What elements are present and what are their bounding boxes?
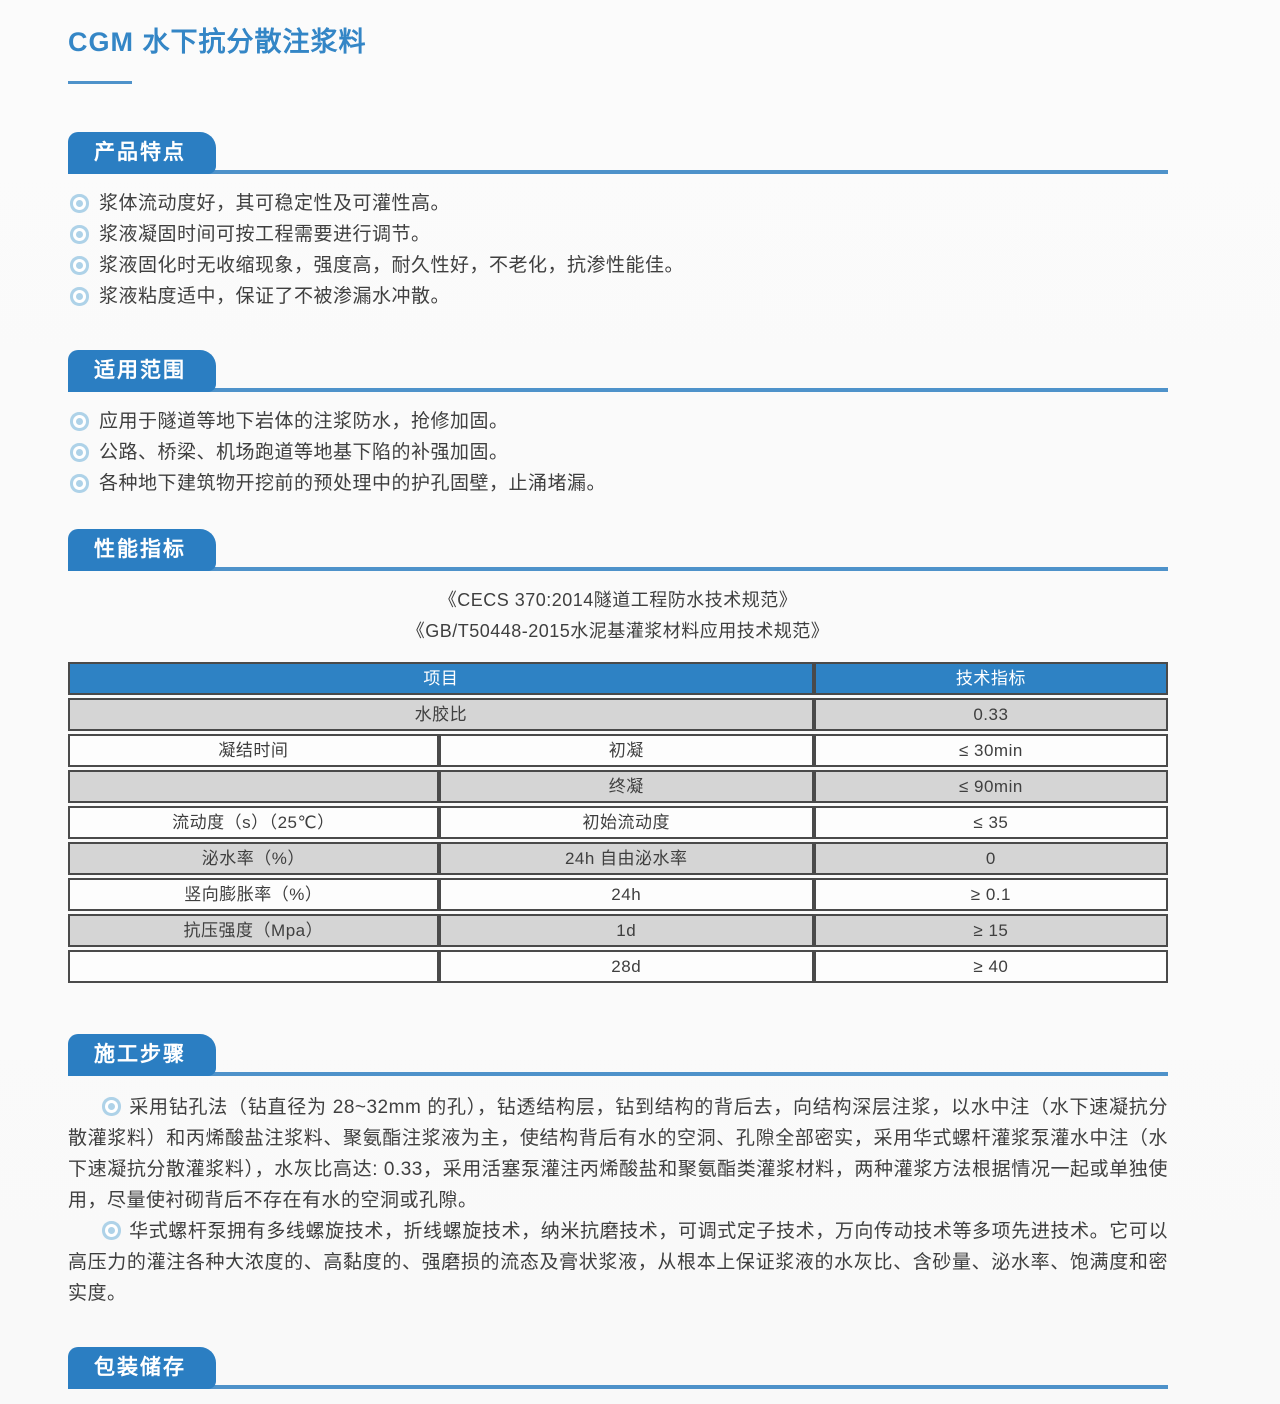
section-packaging: 包装储存 采用内薄膜袋、外复合膜编织袋包装。每袋净含量40kg/袋。 运输和储运… bbox=[68, 1343, 1168, 1404]
spacer bbox=[68, 986, 1168, 1030]
spacer bbox=[68, 84, 1168, 128]
table-cell: 28d bbox=[438, 950, 814, 983]
page-title: CGM 水下抗分散注浆料 bbox=[68, 27, 367, 57]
table-cell: 泌水率（%） bbox=[68, 842, 439, 875]
spacer bbox=[68, 499, 1168, 525]
paragraph-text: 华式螺杆泵拥有多线螺旋技术，折线螺旋技术，纳米抗磨技术，可调式定子技术，万向传动… bbox=[68, 1221, 1168, 1304]
ring-bullet-icon bbox=[76, 200, 83, 207]
ring-bullet-icon bbox=[76, 231, 83, 238]
table-cell: 竖向膨胀率（%） bbox=[68, 878, 439, 911]
section-header: 适用范围 bbox=[68, 346, 1168, 392]
section-heading: 包装储存 bbox=[94, 1356, 186, 1379]
standard-reference: 《CECS 370:2014隧道工程防水技术规范》 bbox=[438, 590, 798, 610]
paragraph: 华式螺杆泵拥有多线螺旋技术，折线螺旋技术，纳米抗磨技术，可调式定子技术，万向传动… bbox=[68, 1216, 1168, 1309]
section-header: 性能指标 bbox=[68, 525, 1168, 571]
list-item-text: 应用于隧道等地下岩体的注浆防水，抢修加固。 bbox=[99, 411, 509, 432]
standards-references: 《CECS 370:2014隧道工程防水技术规范》 《GB/T50448-201… bbox=[68, 585, 1168, 647]
table-cell: 流动度（s）（25℃） bbox=[68, 806, 439, 839]
table-cell: 1d bbox=[438, 914, 814, 947]
table-cell: ≥ 0.1 bbox=[813, 878, 1168, 911]
ring-bullet-icon bbox=[76, 480, 83, 487]
section-performance: 性能指标 《CECS 370:2014隧道工程防水技术规范》 《GB/T5044… bbox=[68, 525, 1168, 986]
table-row: 流动度（s）（25℃） 初始流动度 ≤ 35 bbox=[68, 806, 1168, 839]
table-row: 抗压强度（Mpa） 1d ≥ 15 bbox=[68, 914, 1168, 947]
table-cell: 24h 自由泌水率 bbox=[438, 842, 814, 875]
section-heading: 产品特点 bbox=[94, 141, 186, 164]
section-header: 包装储存 bbox=[68, 1343, 1168, 1389]
scope-list: 应用于隧道等地下岩体的注浆防水，抢修加固。 公路、桥梁、机场跑道等地基下陷的补强… bbox=[68, 406, 1168, 499]
list-item: 浆液固化时无收缩现象，强度高，耐久性好，不老化，抗渗性能佳。 bbox=[68, 250, 1168, 281]
list-item-text: 浆液固化时无收缩现象，强度高，耐久性好，不老化，抗渗性能佳。 bbox=[99, 255, 685, 276]
paragraph: 采用钻孔法（钻直径为 28~32mm 的孔），钻透结构层，钻到结构的背后去，向结… bbox=[68, 1092, 1168, 1216]
standard-reference: 《GB/T50448-2015水泥基灌浆材料应用技术规范》 bbox=[406, 621, 830, 641]
ring-bullet-icon bbox=[108, 1102, 115, 1110]
table-cell: 0.33 bbox=[813, 698, 1168, 731]
table-row: 凝结时间 初凝 ≤ 30min bbox=[68, 734, 1168, 767]
construction-paragraphs: 采用钻孔法（钻直径为 28~32mm 的孔），钻透结构层，钻到结构的背后去，向结… bbox=[68, 1092, 1168, 1309]
section-header: 施工步骤 bbox=[68, 1030, 1168, 1076]
section-heading: 性能指标 bbox=[94, 538, 186, 561]
section-badge: 产品特点 bbox=[68, 132, 216, 174]
list-item: 浆液凝固时间可按工程需要进行调节。 bbox=[68, 219, 1168, 250]
table-cell: 水胶比 bbox=[68, 698, 814, 731]
ring-bullet-icon bbox=[76, 449, 83, 456]
spacer bbox=[68, 1309, 1168, 1343]
performance-table: 项目 技术指标 水胶比 0.33 凝结时间 初凝 ≤ 30min 终凝 ≤ 90… bbox=[68, 659, 1168, 986]
section-badge: 施工步骤 bbox=[68, 1034, 216, 1076]
list-item-text: 公路、桥梁、机场跑道等地基下陷的补强加固。 bbox=[99, 442, 509, 463]
table-row: 终凝 ≤ 90min bbox=[68, 770, 1168, 803]
paragraph-text: 采用钻孔法（钻直径为 28~32mm 的孔），钻透结构层，钻到结构的背后去，向结… bbox=[68, 1097, 1168, 1211]
table-header-cell: 技术指标 bbox=[813, 662, 1168, 695]
list-item-text: 浆液凝固时间可按工程需要进行调节。 bbox=[99, 224, 431, 245]
section-construction: 施工步骤 采用钻孔法（钻直径为 28~32mm 的孔），钻透结构层，钻到结构的背… bbox=[68, 1030, 1168, 1309]
table-cell bbox=[68, 950, 439, 983]
table-row: 水胶比 0.33 bbox=[68, 698, 1168, 731]
table-cell: ≤ 30min bbox=[813, 734, 1168, 767]
features-list: 浆体流动度好，其可稳定性及可灌性高。 浆液凝固时间可按工程需要进行调节。 浆液固… bbox=[68, 188, 1168, 312]
list-item: 各种地下建筑物开挖前的预处理中的护孔固壁，止涌堵漏。 bbox=[68, 468, 1168, 499]
table-cell: 凝结时间 bbox=[68, 734, 439, 767]
ring-bullet-icon bbox=[76, 418, 83, 425]
list-item: 应用于隧道等地下岩体的注浆防水，抢修加固。 bbox=[68, 406, 1168, 437]
table-cell: 初凝 bbox=[438, 734, 814, 767]
table-header-cell: 项目 bbox=[68, 662, 814, 695]
list-item: 浆体流动度好，其可稳定性及可灌性高。 bbox=[68, 188, 1168, 219]
table-cell: 0 bbox=[813, 842, 1168, 875]
list-item: 公路、桥梁、机场跑道等地基下陷的补强加固。 bbox=[68, 437, 1168, 468]
spacer bbox=[68, 312, 1168, 346]
section-badge: 性能指标 bbox=[68, 529, 216, 571]
table-cell bbox=[68, 770, 439, 803]
section-heading: 适用范围 bbox=[94, 359, 186, 382]
list-item-text: 浆体流动度好，其可稳定性及可灌性高。 bbox=[99, 193, 451, 214]
ring-bullet-icon bbox=[76, 293, 83, 300]
section-badge: 包装储存 bbox=[68, 1347, 216, 1389]
table-cell: 初始流动度 bbox=[438, 806, 814, 839]
table-header-row: 项目 技术指标 bbox=[68, 662, 1168, 695]
title-underline bbox=[68, 81, 132, 84]
list-item-text: 各种地下建筑物开挖前的预处理中的护孔固壁，止涌堵漏。 bbox=[99, 473, 607, 494]
table-cell: ≤ 90min bbox=[813, 770, 1168, 803]
section-features: 产品特点 浆体流动度好，其可稳定性及可灌性高。 浆液凝固时间可按工程需要进行调节… bbox=[68, 128, 1168, 312]
table-cell: ≥ 15 bbox=[813, 914, 1168, 947]
table-cell: ≤ 35 bbox=[813, 806, 1168, 839]
table-cell: 抗压强度（Mpa） bbox=[68, 914, 439, 947]
section-header: 产品特点 bbox=[68, 128, 1168, 174]
ring-bullet-icon bbox=[108, 1226, 115, 1234]
section-scope: 适用范围 应用于隧道等地下岩体的注浆防水，抢修加固。 公路、桥梁、机场跑道等地基… bbox=[68, 346, 1168, 499]
ring-bullet-icon bbox=[76, 262, 83, 269]
list-item: 浆液粘度适中，保证了不被渗漏水冲散。 bbox=[68, 281, 1168, 312]
table-row: 泌水率（%） 24h 自由泌水率 0 bbox=[68, 842, 1168, 875]
table-row: 28d ≥ 40 bbox=[68, 950, 1168, 983]
table-cell: ≥ 40 bbox=[813, 950, 1168, 983]
section-heading: 施工步骤 bbox=[94, 1043, 186, 1066]
section-badge: 适用范围 bbox=[68, 350, 216, 392]
table-cell: 24h bbox=[438, 878, 814, 911]
list-item-text: 浆液粘度适中，保证了不被渗漏水冲散。 bbox=[99, 286, 451, 307]
table-row: 竖向膨胀率（%） 24h ≥ 0.1 bbox=[68, 878, 1168, 911]
table-cell: 终凝 bbox=[438, 770, 814, 803]
